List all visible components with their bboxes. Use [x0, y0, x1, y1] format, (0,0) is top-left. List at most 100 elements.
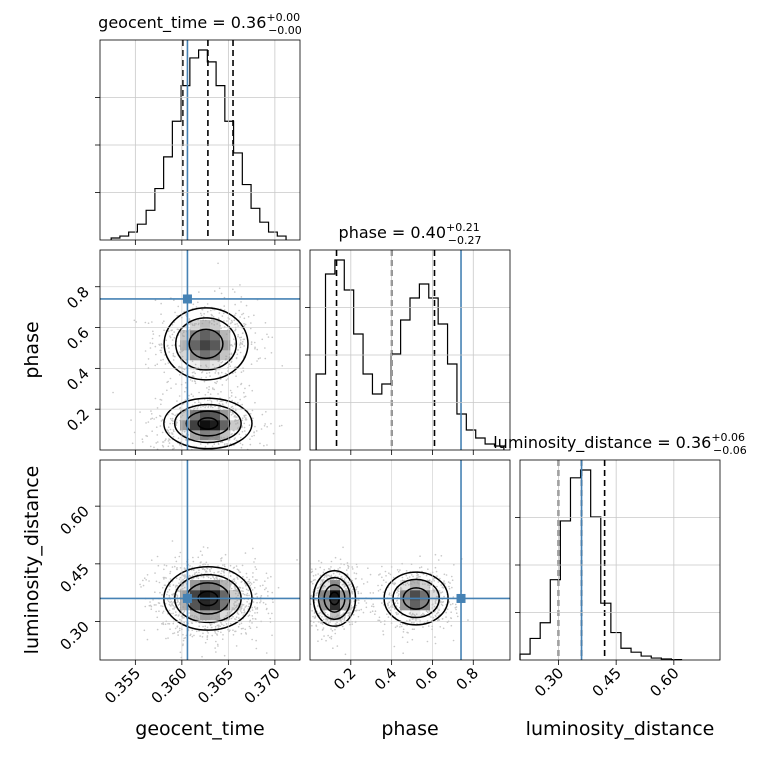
density-cell	[220, 350, 231, 361]
density-cell	[210, 360, 221, 371]
xlabel-phase: phase	[381, 718, 438, 740]
xtick-label-luminosity_distance-2: 0.60	[646, 664, 682, 700]
title-plus-phase: +0.21	[446, 221, 480, 234]
density-cell	[210, 590, 221, 601]
density-cell	[400, 590, 411, 601]
density-cell	[220, 600, 231, 611]
density-cell	[210, 420, 221, 431]
contour-1-3	[163, 307, 249, 381]
ylabel-luminosity_distance: luminosity_distance	[21, 466, 43, 655]
density-cell	[410, 590, 421, 601]
density-cell	[190, 410, 201, 421]
density-cell	[210, 330, 221, 341]
density-cell	[200, 350, 211, 361]
panel-frame-2-1	[309, 459, 511, 661]
density-cell	[420, 590, 431, 601]
density-cell	[180, 330, 191, 341]
title-prefix-geocent_time: geocent_time = 0.36	[98, 13, 266, 33]
xtick-label-geocent_time-2: 0.365	[194, 664, 237, 707]
density-cell	[210, 580, 221, 591]
ytick-label-phase-1: 0.4	[63, 364, 93, 394]
title-phase: phase = 0.40+0.21 −0.27	[339, 221, 482, 247]
truth-marker-1-0	[182, 294, 192, 304]
density-cell	[190, 430, 201, 441]
xtick-label-phase-1: 0.4	[371, 664, 401, 694]
density-cell	[200, 580, 211, 591]
density-cell	[340, 600, 351, 611]
joint-content-1-0	[112, 262, 300, 450]
density-cell	[200, 610, 211, 621]
density-cell	[230, 420, 241, 431]
xtick-label-luminosity_distance-1: 0.45	[589, 664, 625, 700]
density-cell	[180, 600, 191, 611]
panel-frame-2-0	[99, 459, 301, 661]
contour-0-3	[163, 397, 253, 450]
density-cell	[220, 420, 231, 431]
truth-marker-2-0	[182, 593, 192, 603]
density-cell	[190, 600, 201, 611]
density-cell	[220, 430, 231, 441]
panel-frame-1-0	[99, 249, 301, 451]
density-cell	[230, 590, 241, 601]
contour-0-0	[197, 417, 219, 430]
density-cell	[180, 580, 191, 591]
ytick-label-luminosity_distance-0: 0.30	[56, 618, 92, 654]
title-minus-luminosity_distance: −0.06	[713, 444, 747, 457]
density-cell	[180, 420, 191, 431]
contour-1-2	[174, 317, 238, 371]
title-plus-geocent_time: +0.00	[266, 11, 300, 24]
density-cell	[220, 590, 231, 601]
density-cell	[190, 340, 201, 351]
density-cell	[180, 340, 191, 351]
title-luminosity_distance: luminosity_distance = 0.36+0.06 −0.06	[493, 431, 747, 457]
histogram-geocent_time	[110, 40, 287, 240]
density-cell	[210, 600, 221, 611]
histogram-luminosity_distance	[519, 460, 683, 661]
xtick-label-phase-3: 0.8	[452, 664, 482, 694]
xtick-label-geocent_time-3: 0.370	[241, 664, 284, 707]
xlabel-luminosity_distance: luminosity_distance	[526, 718, 715, 740]
density-cell	[190, 420, 201, 431]
joint-panel-geocent_time-phase	[100, 250, 300, 450]
density-cell	[220, 610, 231, 621]
ytick-label-phase-0: 0.2	[63, 405, 93, 435]
density-cell	[430, 590, 441, 601]
density-cell	[210, 340, 221, 351]
xtick-label-phase-0: 0.2	[330, 664, 360, 694]
density-cell	[410, 600, 421, 611]
histogram-steps-luminosity_distance	[519, 469, 683, 661]
histogram-phase	[315, 250, 505, 450]
xtick-label-geocent_time-1: 0.360	[148, 664, 191, 707]
title-minus-phase: −0.27	[448, 234, 482, 247]
density-cell	[180, 410, 191, 421]
density-cell	[200, 590, 211, 601]
ytick-label-luminosity_distance-1: 0.45	[56, 560, 92, 596]
density-cell	[200, 410, 211, 421]
histogram-steps-phase	[315, 259, 505, 450]
xtick-label-geocent_time-0: 0.355	[101, 664, 144, 707]
ytick-label-luminosity_distance-2: 0.60	[56, 502, 92, 538]
title-plus-luminosity_distance: +0.06	[711, 431, 745, 444]
density-cell	[320, 580, 331, 591]
density-cell	[200, 420, 211, 431]
title-minus-geocent_time: −0.00	[268, 24, 302, 37]
ylabel-phase: phase	[21, 321, 43, 378]
contour-1-1	[188, 328, 224, 360]
joint-content-2-1	[310, 546, 469, 656]
density-cell	[200, 340, 211, 351]
density-cell	[330, 610, 341, 621]
density-cell	[210, 320, 221, 331]
title-geocent_time: geocent_time = 0.36+0.00 −0.00	[98, 11, 302, 37]
histogram-steps-geocent_time	[110, 49, 287, 240]
xlabel-geocent_time: geocent_time	[135, 718, 264, 740]
density-cell	[420, 580, 431, 591]
density-cell	[200, 320, 211, 331]
density-cell	[210, 350, 221, 361]
density-cell	[330, 590, 341, 601]
title-prefix-phase: phase = 0.40	[339, 223, 446, 242]
joint-panel-geocent_time-luminosity_distance	[100, 460, 300, 660]
xtick-label-luminosity_distance-0: 0.30	[531, 664, 567, 700]
density-cell	[430, 600, 441, 611]
ytick-label-phase-2: 0.6	[63, 324, 93, 354]
